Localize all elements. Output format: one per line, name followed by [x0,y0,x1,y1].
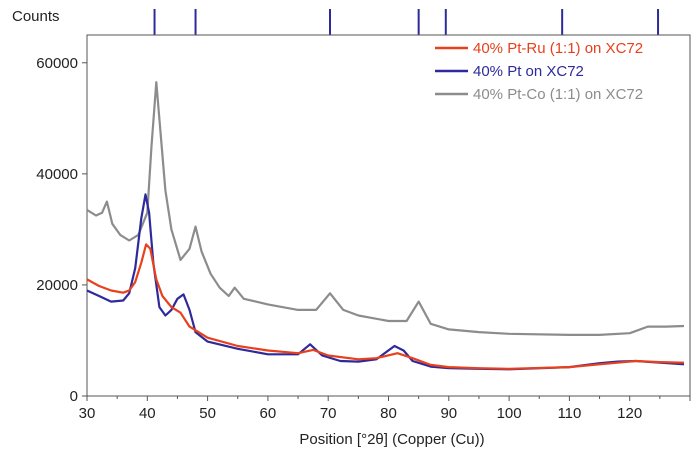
x-axis-label: Position [°2θ] (Copper (Cu)) [299,431,484,448]
y-axis-label: Counts [12,8,60,25]
series-line-2 [86,81,685,336]
x-tick-label: 110 [557,405,581,422]
x-tick-label: 30 [79,405,96,422]
y-tick-label: 0 [70,388,78,405]
legend-label: 40% Pt-Ru (1:1) on XC72 [473,40,643,57]
x-axis: 30 40 50 60 70 80 90 100 110 120 [79,396,691,422]
x-tick-label: 90 [440,405,457,422]
x-tick-label: 80 [380,405,397,422]
x-tick-label: 100 [497,405,522,422]
reference-peak-markers [153,9,660,35]
legend-label: 40% Pt-Co (1:1) on XC72 [473,86,643,103]
y-axis: 0 20000 40000 60000 [36,55,87,405]
x-tick-label: 120 [617,405,642,422]
series-line-0 [86,243,685,370]
y-tick-label: 60000 [36,55,78,72]
y-tick-label: 20000 [36,277,78,294]
y-tick-label: 40000 [36,166,78,183]
legend-label: 40% Pt on XC72 [473,63,584,80]
legend: 40% Pt-Ru (1:1) on XC72 40% Pt on XC72 40%… [435,40,643,103]
x-tick-label: 50 [199,405,216,422]
x-tick-label: 70 [320,405,337,422]
x-tick-label: 60 [260,405,277,422]
series-group [86,81,685,371]
x-tick-label: 40 [139,405,156,422]
